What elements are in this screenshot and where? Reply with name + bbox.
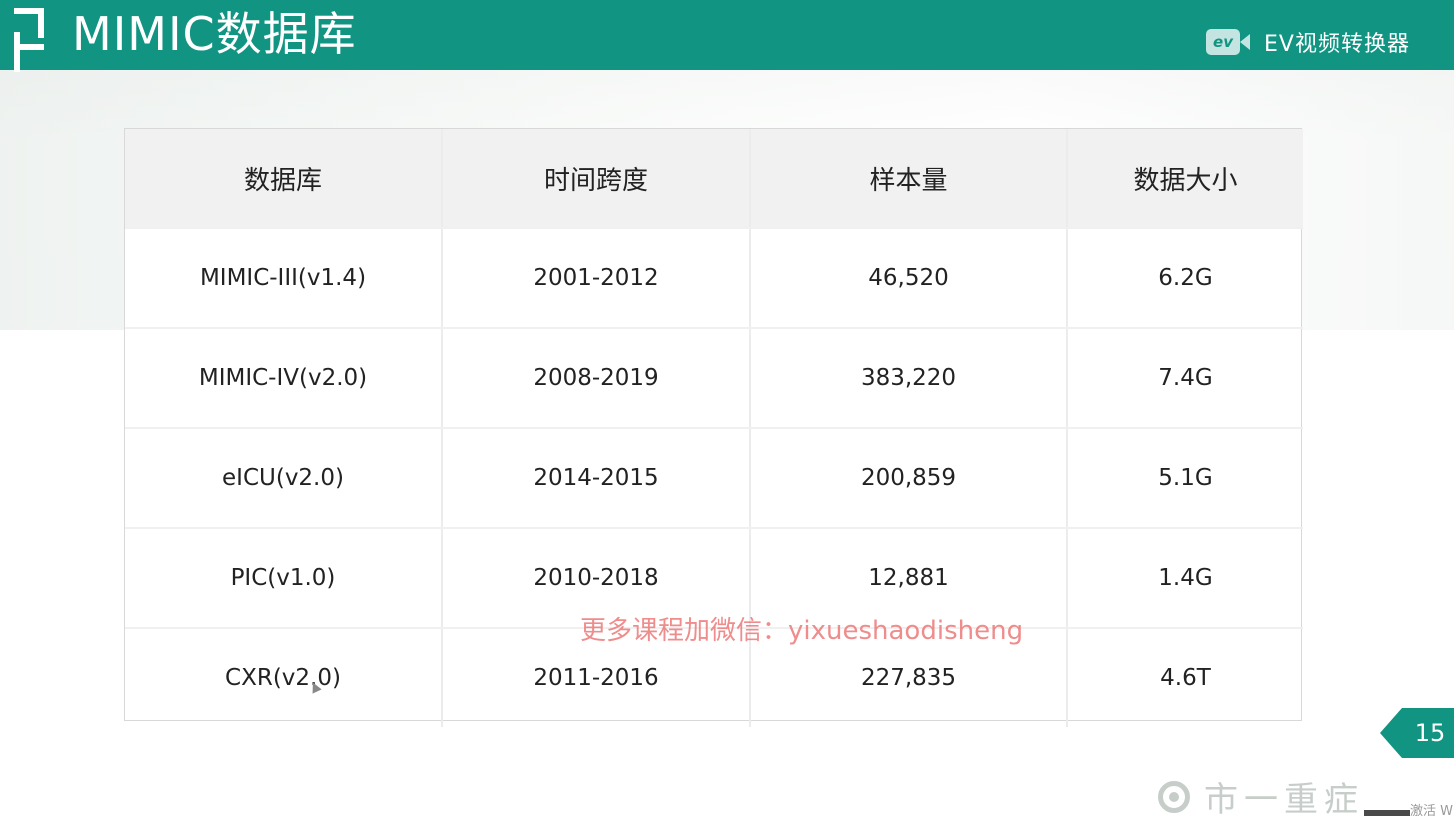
header-bar: MIMIC数据库 ev EV视频转换器 [0,0,1454,72]
database-table: 数据库 时间跨度 样本量 数据大小 MIMIC-III(v1.4) 2001-2… [124,128,1303,727]
ev-converter-label: EV视频转换器 [1264,32,1410,57]
cell-database: PIC(v1.0) [125,528,443,629]
cell-sample-size: 227,835 [750,628,1068,727]
table-row: MIMIC-III(v1.4) 2001-2012 46,520 6.2G [125,228,1303,329]
cell-database: CXR(v2.0) [125,628,443,727]
wechat-watermark: 更多课程加微信：yixueshaodisheng [580,616,1024,646]
cell-time-span: 2001-2012 [442,228,751,329]
cell-data-size: 6.2G [1067,228,1303,329]
cell-time-span: 2010-2018 [442,528,751,629]
cell-database: MIMIC-III(v1.4) [125,228,443,329]
cell-data-size: 4.6T [1160,665,1211,691]
table-row: MIMIC-IV(v2.0) 2008-2019 383,220 7.4G [125,328,1303,429]
cell-sample-size: 383,220 [750,328,1068,429]
cell-time-span: 2014-2015 [442,428,751,529]
cell-data-size: 7.4G [1067,328,1303,429]
cell-sample-size: 12,881 [750,528,1068,629]
bracket-logo-icon [14,8,44,72]
cell-time-span: 2011-2016 [442,628,751,727]
page-number: 15 [1414,719,1446,747]
header-data-size: 数据大小 [1067,129,1303,229]
cell-database: MIMIC-IV(v2.0) [125,328,443,429]
ev-converter-badge: ev EV视频转换器 [1206,26,1410,58]
cell-database: eICU(v2.0) [125,428,443,529]
header-sample-size: 样本量 [750,129,1068,229]
cell-data-size: 1.4G [1067,528,1303,629]
ev-logo-text: ev [1206,29,1240,55]
activation-notice: 激活 W [1410,804,1453,816]
table-row: CXR(v2.0) 2011-2016 227,835 4.6T [125,628,1303,727]
cell-sample-size: 46,520 [750,228,1068,329]
hospital-logo-text: 市一重症 [1204,780,1364,816]
cell-time-span: 2008-2019 [442,328,751,429]
cell-data-size: 5.1G [1067,428,1303,529]
hospital-logo: 市一重症 [1158,772,1364,816]
ev-camera-icon: ev [1206,29,1250,55]
table-header-row: 数据库 时间跨度 样本量 数据大小 [125,129,1303,229]
page-number-tab: 15 [1380,708,1454,758]
header-database: 数据库 [125,129,443,229]
cell-sample-size: 200,859 [750,428,1068,529]
table-row: eICU(v2.0) 2014-2015 200,859 5.1G [125,428,1303,529]
header-time-span: 时间跨度 [442,129,751,229]
logo-circle-icon [1158,780,1190,813]
taskbar-fragment [1364,810,1410,816]
page-title: MIMIC数据库 [72,7,357,61]
table-row: PIC(v1.0) 2010-2018 12,881 1.4G [125,528,1303,629]
